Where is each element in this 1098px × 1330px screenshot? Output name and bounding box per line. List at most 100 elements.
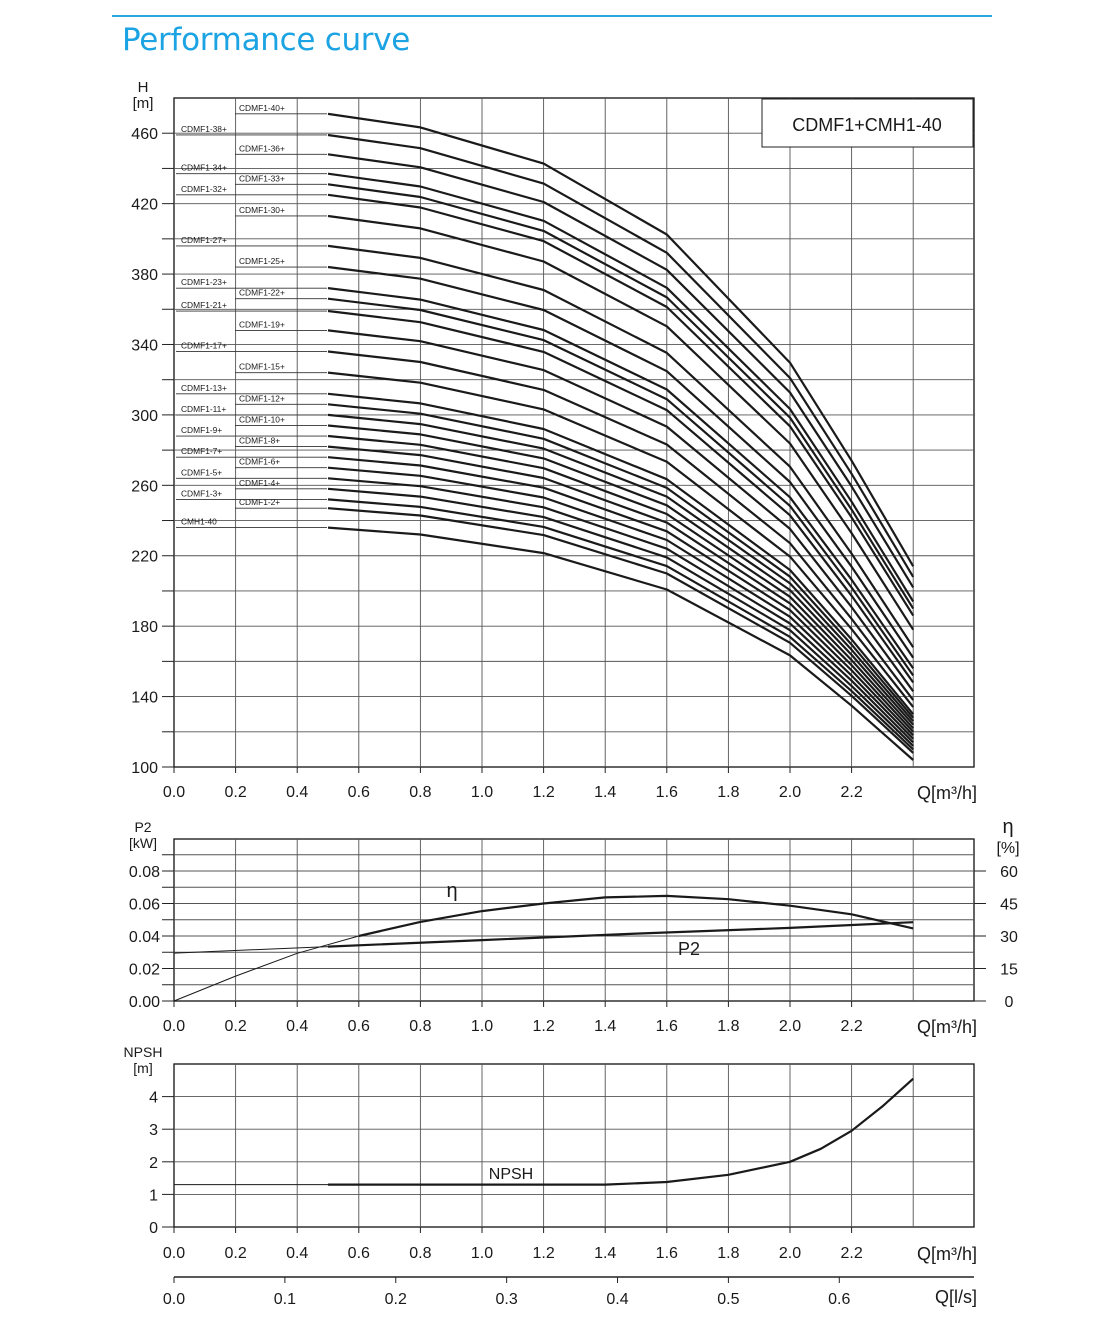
x-tick-label: 0.0	[163, 784, 185, 801]
y-tick-label: 0.00	[129, 994, 160, 1011]
series-label: CDMF1-40+	[239, 103, 285, 113]
efficiency-curve-extension	[173, 935, 359, 1002]
head-curve	[327, 371, 915, 708]
head-curve	[327, 112, 915, 567]
x-axis-label: Q[m³/h]	[917, 1244, 977, 1264]
head-curve	[327, 133, 915, 578]
secondary-x-tick-label: 0.5	[717, 1291, 739, 1308]
x-tick-label: 1.4	[594, 784, 616, 801]
series-label: CDMF1-36+	[239, 143, 285, 153]
x-tick-label: 0.0	[163, 1018, 185, 1035]
series-label: CDMF1-17+	[181, 341, 227, 351]
head-curve	[327, 193, 915, 617]
series-label: CDMF1-11+	[181, 404, 226, 414]
secondary-x-tick-label: 0.2	[385, 1291, 407, 1308]
series-label: CDMF1-38+	[181, 124, 227, 134]
series-label: CDMF1-19+	[239, 319, 285, 329]
head-curve	[327, 350, 915, 701]
plot-frame	[173, 1063, 975, 1228]
x-tick-label: 1.8	[717, 1245, 739, 1262]
head-curve	[327, 507, 914, 754]
head-curve	[327, 498, 914, 751]
y-axis-label: H	[138, 79, 149, 96]
y2-tick-label: 15	[1000, 961, 1018, 978]
series-label: CDMF1-5+	[181, 467, 222, 477]
series-label: CDMF1-2+	[239, 497, 280, 507]
y-tick-label: 0.02	[129, 962, 160, 979]
x-tick-label: 2.0	[779, 784, 801, 801]
y-tick-label: 1	[149, 1187, 158, 1204]
head-curve	[327, 413, 915, 722]
x-tick-label: 0.6	[348, 1245, 370, 1262]
head-curve	[327, 265, 915, 659]
p2-curve	[327, 921, 914, 948]
series-label: CDMF1-8+	[239, 436, 280, 446]
x-tick-label: 2.0	[779, 1018, 801, 1035]
y2-tick-label: 60	[1000, 864, 1018, 881]
x-tick-label: 0.4	[286, 1018, 308, 1035]
x-tick-label: 1.0	[471, 784, 493, 801]
series-label: CDMF1-25+	[239, 256, 285, 266]
series-label: CMH1-40	[181, 517, 217, 527]
x-tick-label: 1.6	[656, 1245, 678, 1262]
head-chart: 100 140 180 220 260 300 340 380 420 460 H[m] 0.0 0.2…	[131, 79, 977, 803]
plot-frame	[173, 97, 975, 768]
x-tick-label: 1.4	[594, 1245, 616, 1262]
head-curve	[327, 487, 914, 747]
x-tick-label: 0.6	[348, 1018, 370, 1035]
series-label: CDMF1-30+	[239, 205, 285, 215]
x-tick-label: 0.4	[286, 1245, 308, 1262]
x-tick-label: 0.8	[409, 1245, 431, 1262]
series-label: CDMF1-27+	[181, 235, 227, 245]
secondary-x-tick-label: 0.0	[163, 1291, 185, 1308]
x-tick-label: 2.2	[840, 1018, 862, 1035]
x-tick-label: 0.2	[224, 784, 246, 801]
y-tick-label: 380	[131, 267, 158, 284]
head-curve	[327, 392, 915, 715]
y2-axis-label: η	[1002, 816, 1013, 838]
x-axis-label: Q[m³/h]	[917, 783, 977, 803]
y-tick-label: 0	[149, 1220, 158, 1237]
series-label: CDMF1-33+	[239, 173, 285, 183]
y-tick-label: 0.08	[129, 864, 160, 881]
x-tick-label: 0.8	[409, 784, 431, 801]
y-tick-label: 220	[131, 549, 158, 566]
x-tick-label: 1.0	[471, 1018, 493, 1035]
x-tick-label: 1.4	[594, 1018, 616, 1035]
series-label: CDMF1-6+	[239, 457, 280, 467]
head-curve	[327, 456, 914, 737]
secondary-x-tick-label: 0.6	[828, 1291, 850, 1308]
x-tick-label: 0.0	[163, 1245, 185, 1262]
y-tick-label: 100	[131, 760, 158, 777]
x-tick-label: 1.2	[532, 784, 554, 801]
secondary-x-tick-label: 0.4	[606, 1291, 628, 1308]
secondary-x-tick-label: 0.1	[274, 1291, 296, 1308]
x-axis-label: Q[m³/h]	[917, 1017, 977, 1037]
x-tick-label: 1.0	[471, 1245, 493, 1262]
y-tick-label: 3	[149, 1122, 158, 1139]
x-tick-label: 1.2	[532, 1018, 554, 1035]
head-curve	[327, 477, 914, 744]
head-curve	[327, 403, 915, 719]
head-curve	[327, 153, 915, 588]
y-tick-label: 460	[131, 126, 158, 143]
x-tick-label: 0.4	[286, 784, 308, 801]
model-label-box	[761, 98, 974, 148]
series-label: CDMF1-22+	[239, 288, 285, 298]
y-axis-unit: [m]	[133, 1060, 152, 1076]
y-tick-label: 340	[131, 337, 158, 354]
series-label: CDMF1-12+	[239, 393, 285, 403]
y-axis-unit: [kW]	[129, 835, 157, 851]
head-curve	[327, 329, 915, 692]
y-axis-unit: [m]	[133, 95, 154, 112]
x-tick-label: 0.2	[224, 1018, 246, 1035]
y-tick-label: 2	[149, 1155, 158, 1172]
x-tick-label: 0.2	[224, 1245, 246, 1262]
series-label: CDMF1-32+	[181, 184, 227, 194]
head-curve	[327, 424, 915, 726]
head-curve	[327, 214, 915, 631]
y-axis-label: P2	[134, 819, 151, 835]
head-curve	[327, 297, 915, 677]
series-label: CDMF1-10+	[239, 414, 285, 424]
